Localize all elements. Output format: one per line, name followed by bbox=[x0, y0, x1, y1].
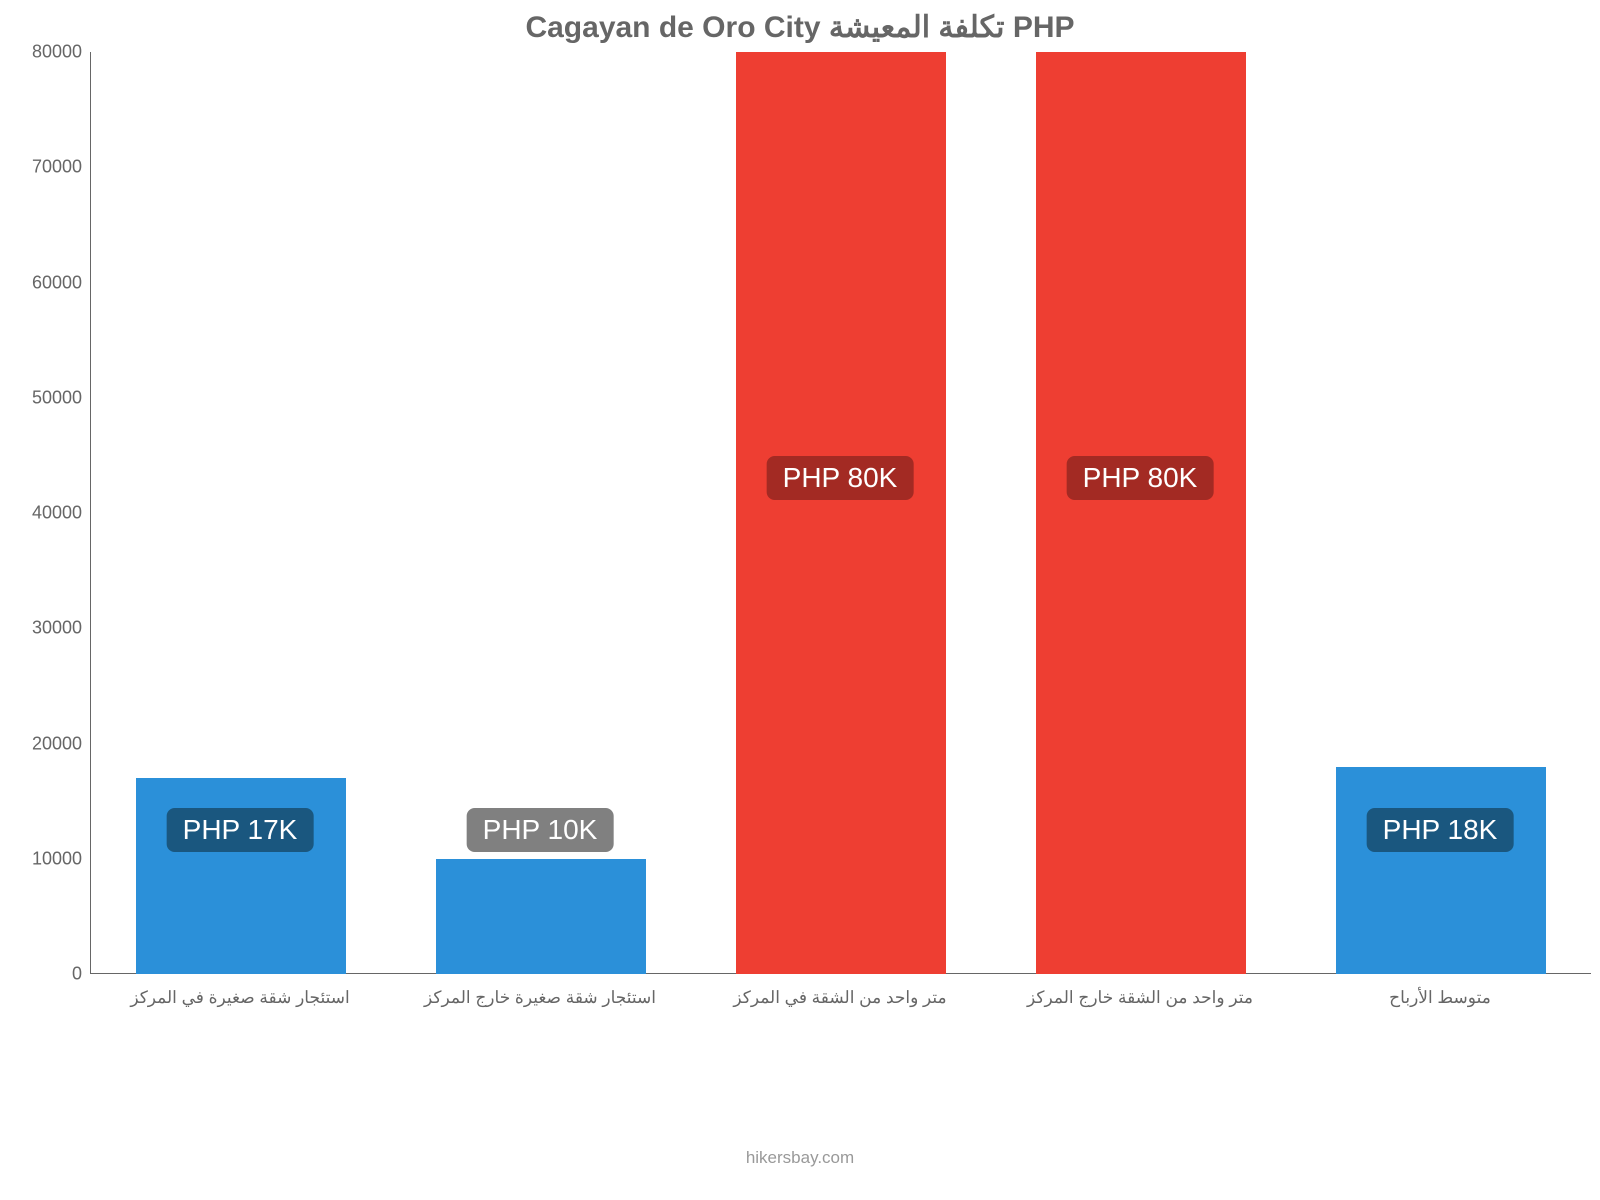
y-tick-label: 0 bbox=[72, 964, 82, 985]
x-tick-label: متوسط الأرباح bbox=[1389, 988, 1491, 1008]
bar-value-label: PHP 10K bbox=[467, 808, 614, 852]
y-tick-label: 50000 bbox=[32, 387, 82, 408]
bar bbox=[736, 52, 946, 974]
x-tick-label: استئجار شقة صغيرة خارج المركز bbox=[424, 988, 656, 1008]
cost-of-living-chart: Cagayan de Oro City تكلفة المعيشة PHP hi… bbox=[0, 0, 1600, 1200]
bar bbox=[436, 859, 646, 974]
y-tick-label: 70000 bbox=[32, 157, 82, 178]
y-tick-label: 40000 bbox=[32, 503, 82, 524]
x-tick-label: متر واحد من الشقة خارج المركز bbox=[1027, 988, 1253, 1008]
bar-value-label: PHP 80K bbox=[1067, 456, 1214, 500]
y-tick-label: 30000 bbox=[32, 618, 82, 639]
bar bbox=[1036, 52, 1246, 974]
chart-title: Cagayan de Oro City تكلفة المعيشة PHP bbox=[0, 10, 1600, 45]
bar bbox=[1336, 767, 1546, 974]
y-tick-label: 60000 bbox=[32, 272, 82, 293]
attribution-text: hikersbay.com bbox=[0, 1148, 1600, 1168]
bar-value-label: PHP 80K bbox=[767, 456, 914, 500]
y-tick-label: 10000 bbox=[32, 848, 82, 869]
y-tick-label: 20000 bbox=[32, 733, 82, 754]
bar-value-label: PHP 17K bbox=[167, 808, 314, 852]
bar-value-label: PHP 18K bbox=[1367, 808, 1514, 852]
x-tick-label: استئجار شقة صغيرة في المركز bbox=[130, 988, 349, 1008]
x-tick-label: متر واحد من الشقة في المركز bbox=[733, 988, 946, 1008]
y-tick-label: 80000 bbox=[32, 42, 82, 63]
